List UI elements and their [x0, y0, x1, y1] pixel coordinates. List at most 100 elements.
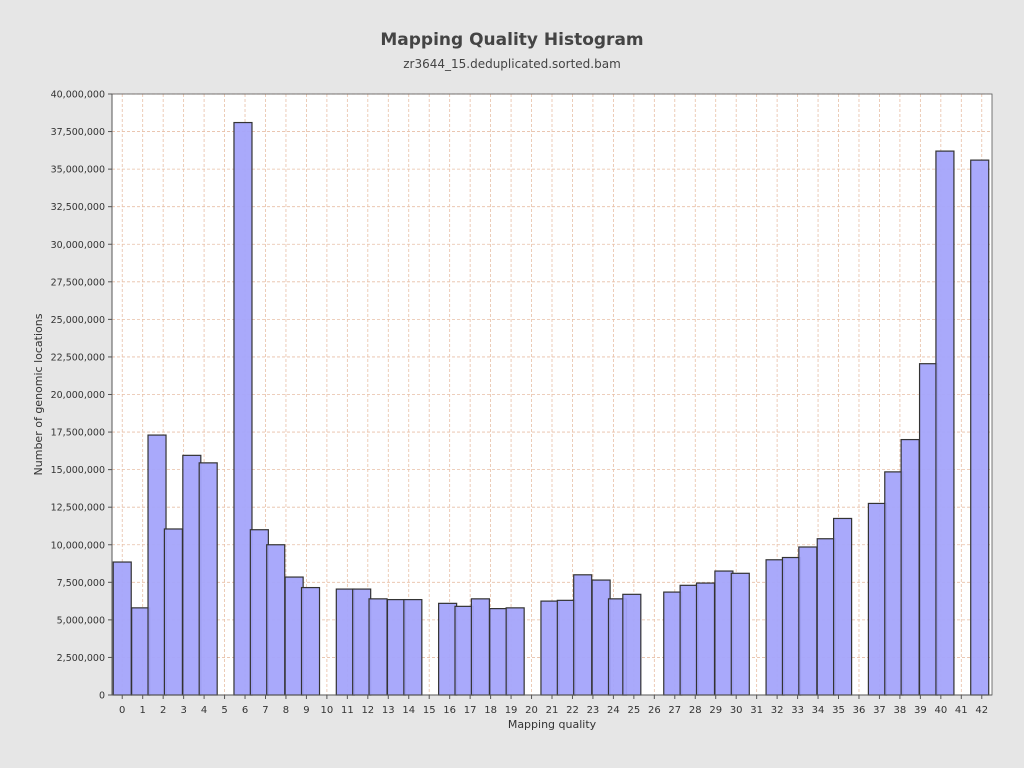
bar-17	[454, 605, 474, 696]
bar-21	[540, 600, 560, 696]
bar-29	[695, 582, 716, 696]
bar-9	[284, 576, 304, 696]
y-tick-label: 0	[99, 691, 105, 702]
y-tick-label: 37,500,000	[51, 127, 105, 138]
y-tick-label: 5,000,000	[57, 615, 105, 626]
y-tick-label: 35,000,000	[51, 165, 105, 176]
x-tick-label: 13	[382, 705, 395, 716]
bar-27	[663, 591, 683, 696]
bar-10	[300, 586, 321, 696]
axes: 02,500,0005,000,0007,500,00010,000,00012…	[51, 90, 992, 716]
x-tick-label: 16	[443, 705, 456, 716]
y-tick-label: 40,000,000	[51, 90, 105, 101]
x-tick-label: 22	[566, 705, 579, 716]
bar-34	[798, 546, 818, 696]
bar-38	[884, 471, 904, 696]
x-tick-label: 5	[221, 705, 227, 716]
x-tick-label: 32	[771, 705, 784, 716]
x-tick-label: 6	[242, 705, 248, 716]
x-tick-label: 11	[341, 705, 354, 716]
x-tick-label: 8	[283, 705, 289, 716]
bar-41	[935, 150, 955, 696]
x-tick-label: 17	[464, 705, 477, 716]
x-tick-label: 10	[321, 705, 334, 716]
bar-19	[489, 608, 509, 696]
y-tick-label: 17,500,000	[51, 428, 105, 439]
x-tick-label: 3	[180, 705, 186, 716]
x-tick-label: 41	[955, 705, 968, 716]
bar-11	[335, 588, 355, 696]
y-tick-label: 2,500,000	[57, 653, 105, 664]
bar-28	[679, 584, 699, 696]
bar-6	[233, 121, 253, 696]
y-tick-label: 32,500,000	[51, 202, 105, 213]
bar-4	[182, 454, 202, 696]
bar-36	[832, 517, 853, 696]
x-tick-label: 31	[750, 705, 763, 716]
y-axis-label: Number of genomic locations	[32, 313, 45, 475]
x-tick-label: 42	[975, 705, 988, 716]
y-tick-label: 30,000,000	[51, 240, 105, 251]
bar-26	[622, 593, 642, 696]
bar-42	[970, 159, 990, 696]
x-tick-label: 33	[791, 705, 804, 716]
y-tick-label: 12,500,000	[51, 503, 105, 514]
bar-35	[816, 538, 836, 696]
bar-3	[163, 528, 184, 696]
x-tick-label: 4	[201, 705, 207, 716]
y-tick-label: 20,000,000	[51, 390, 105, 401]
x-tick-label: 12	[361, 705, 374, 716]
x-tick-label: 14	[402, 705, 415, 716]
x-tick-label: 39	[914, 705, 927, 716]
bar-16	[438, 602, 458, 696]
bar-2	[147, 434, 167, 696]
bar-37	[867, 502, 887, 696]
x-tick-label: 18	[484, 705, 497, 716]
bar-33	[781, 556, 802, 696]
x-tick-label: 19	[505, 705, 518, 716]
y-tick-label: 22,500,000	[51, 352, 105, 363]
x-tick-label: 30	[730, 705, 743, 716]
y-tick-label: 7,500,000	[57, 578, 105, 589]
x-tick-label: 0	[119, 705, 125, 716]
x-tick-label: 35	[832, 705, 845, 716]
bar-39	[900, 438, 920, 696]
bar-14	[386, 598, 407, 696]
x-tick-label: 20	[525, 705, 538, 716]
chart-title: Mapping Quality Histogram	[380, 30, 644, 50]
bar-40	[918, 363, 939, 696]
bar-15	[403, 598, 423, 696]
y-tick-label: 27,500,000	[51, 277, 105, 288]
bar-13	[368, 598, 388, 696]
x-tick-label: 27	[668, 705, 681, 716]
x-tick-label: 34	[812, 705, 825, 716]
x-tick-label: 40	[934, 705, 947, 716]
y-tick-label: 15,000,000	[51, 465, 105, 476]
bar-31	[730, 572, 750, 696]
bar-1	[131, 607, 151, 696]
bar-18	[470, 598, 490, 696]
y-tick-label: 10,000,000	[51, 540, 105, 551]
x-tick-label: 28	[689, 705, 702, 716]
x-tick-label: 2	[160, 705, 166, 716]
bar-30	[714, 570, 734, 696]
x-tick-label: 15	[423, 705, 436, 716]
x-axis-label: Mapping quality	[508, 718, 597, 731]
bar-12	[352, 588, 372, 696]
bars	[112, 121, 990, 696]
x-tick-label: 36	[853, 705, 866, 716]
x-tick-label: 1	[140, 705, 146, 716]
x-tick-label: 21	[546, 705, 559, 716]
x-tick-label: 9	[303, 705, 309, 716]
bar-5	[198, 462, 218, 696]
x-tick-label: 23	[587, 705, 600, 716]
bar-32	[765, 559, 785, 696]
x-tick-label: 25	[627, 705, 640, 716]
x-tick-label: 24	[607, 705, 620, 716]
bar-0	[112, 561, 132, 696]
bar-7	[249, 529, 269, 696]
bar-8	[266, 544, 286, 696]
bar-23	[573, 574, 593, 696]
